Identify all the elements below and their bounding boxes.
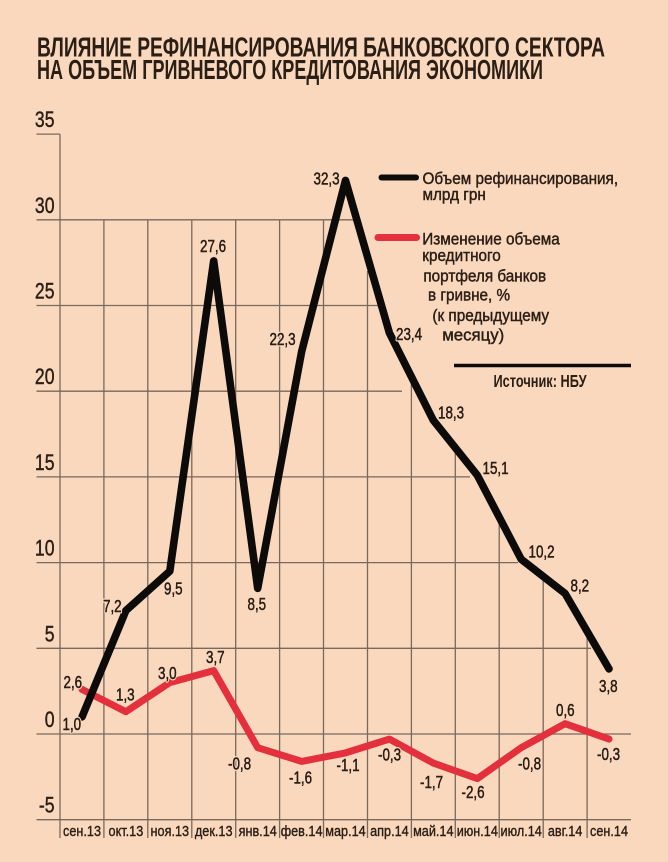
svg-text:ВЛИЯНИЕ РЕФИНАНСИРОВАНИЯ БАНКО: ВЛИЯНИЕ РЕФИНАНСИРОВАНИЯ БАНКОВСКОГО СЕК…: [37, 33, 605, 63]
svg-text:22,3: 22,3: [270, 331, 296, 350]
svg-text:в гривне, %: в гривне, %: [428, 286, 510, 305]
svg-text:млрд грн: млрд грн: [423, 185, 486, 204]
svg-text:7,2: 7,2: [103, 598, 122, 617]
svg-text:июл.14: июл.14: [501, 822, 543, 839]
svg-text:дек.13: дек.13: [195, 822, 233, 839]
svg-text:-1,7: -1,7: [420, 774, 443, 793]
svg-text:ноя.13: ноя.13: [151, 822, 190, 839]
svg-text:3,0: 3,0: [158, 665, 177, 684]
svg-text:23,4: 23,4: [396, 326, 422, 345]
svg-text:8,5: 8,5: [248, 596, 267, 615]
svg-text:кредитного: кредитного: [422, 246, 501, 265]
svg-text:1,3: 1,3: [116, 686, 135, 705]
svg-text:0,6: 0,6: [556, 702, 575, 721]
svg-text:Источник: НБУ: Источник: НБУ: [493, 372, 586, 391]
svg-text:-2,6: -2,6: [462, 784, 485, 803]
svg-text:10: 10: [35, 537, 55, 561]
svg-text:25: 25: [35, 280, 55, 304]
svg-text:портфеля банков: портфеля банков: [423, 267, 546, 286]
svg-text:апр.14: апр.14: [370, 822, 409, 839]
svg-text:22,3: 22,3: [270, 331, 296, 350]
svg-text:1,0: 1,0: [63, 716, 82, 735]
svg-text:-0,3: -0,3: [378, 746, 401, 765]
svg-text:-5: -5: [39, 794, 55, 818]
svg-text:3,7: 3,7: [206, 649, 225, 668]
svg-text:-0,8: -0,8: [228, 755, 251, 774]
svg-text:18,3: 18,3: [438, 404, 464, 423]
svg-text:3,8: 3,8: [599, 678, 618, 697]
svg-text:8,5: 8,5: [248, 596, 267, 615]
svg-text:30: 30: [35, 194, 55, 218]
svg-text:1,3: 1,3: [116, 686, 135, 705]
svg-text:10,2: 10,2: [529, 543, 555, 562]
svg-text:Объем рефинансирования,: Объем рефинансирования,: [423, 169, 619, 188]
svg-text:месяцу): месяцу): [442, 325, 504, 344]
svg-text:15,1: 15,1: [483, 460, 509, 479]
svg-text:-1,1: -1,1: [337, 757, 360, 776]
svg-text:27,6: 27,6: [200, 238, 226, 257]
svg-text:-0,8: -0,8: [518, 755, 541, 774]
svg-text:фев.14: фев.14: [281, 822, 323, 839]
svg-text:9,5: 9,5: [164, 580, 183, 599]
svg-text:0: 0: [45, 708, 55, 732]
svg-text:3,7: 3,7: [206, 649, 225, 668]
svg-text:-1,6: -1,6: [289, 769, 312, 788]
svg-text:23,4: 23,4: [396, 326, 422, 345]
svg-text:32,3: 32,3: [314, 170, 340, 189]
svg-text:-0,3: -0,3: [378, 746, 401, 765]
svg-text:15: 15: [35, 451, 55, 475]
svg-text:0,6: 0,6: [556, 702, 575, 721]
svg-text:15,1: 15,1: [483, 460, 509, 479]
svg-text:окт.13: окт.13: [109, 822, 144, 839]
svg-text:7,2: 7,2: [103, 598, 122, 617]
svg-text:2,6: 2,6: [64, 674, 83, 693]
svg-text:10,2: 10,2: [529, 543, 555, 562]
svg-text:-1,1: -1,1: [337, 757, 360, 776]
svg-text:-0,3: -0,3: [597, 746, 620, 765]
svg-text:35: 35: [35, 108, 55, 132]
svg-text:янв.14: янв.14: [239, 822, 277, 839]
svg-text:32,3: 32,3: [314, 170, 340, 189]
svg-text:-0,8: -0,8: [518, 755, 541, 774]
svg-text:9,5: 9,5: [164, 580, 183, 599]
svg-text:3,8: 3,8: [599, 678, 618, 697]
svg-text:8,2: 8,2: [571, 577, 590, 596]
svg-text:май.14: май.14: [413, 822, 454, 839]
svg-text:июн.14: июн.14: [457, 822, 498, 839]
svg-text:8,2: 8,2: [571, 577, 590, 596]
svg-text:мар.14: мар.14: [325, 822, 366, 839]
svg-text:-0,3: -0,3: [597, 746, 620, 765]
svg-text:27,6: 27,6: [200, 238, 226, 257]
svg-text:сен.14: сен.14: [590, 822, 628, 839]
svg-text:сен.13: сен.13: [63, 822, 101, 839]
svg-text:2,6: 2,6: [64, 674, 83, 693]
svg-text:1,0: 1,0: [63, 716, 82, 735]
svg-text:НА ОБЪЕМ ГРИВНЕВОГО КРЕДИТОВАН: НА ОБЪЕМ ГРИВНЕВОГО КРЕДИТОВАНИЯ ЭКОНОМИ…: [37, 54, 543, 85]
svg-text:3,0: 3,0: [158, 665, 177, 684]
svg-text:-1,7: -1,7: [420, 774, 443, 793]
svg-text:авг.14: авг.14: [548, 822, 583, 839]
svg-text:(к предыдущему: (к предыдущему: [432, 306, 550, 325]
svg-text:Изменение объема: Изменение объема: [422, 230, 559, 249]
svg-text:18,3: 18,3: [438, 404, 464, 423]
svg-text:-0,8: -0,8: [228, 755, 251, 774]
svg-text:5: 5: [45, 623, 55, 647]
svg-text:-2,6: -2,6: [462, 784, 485, 803]
svg-text:20: 20: [35, 365, 55, 389]
svg-text:-1,6: -1,6: [289, 769, 312, 788]
